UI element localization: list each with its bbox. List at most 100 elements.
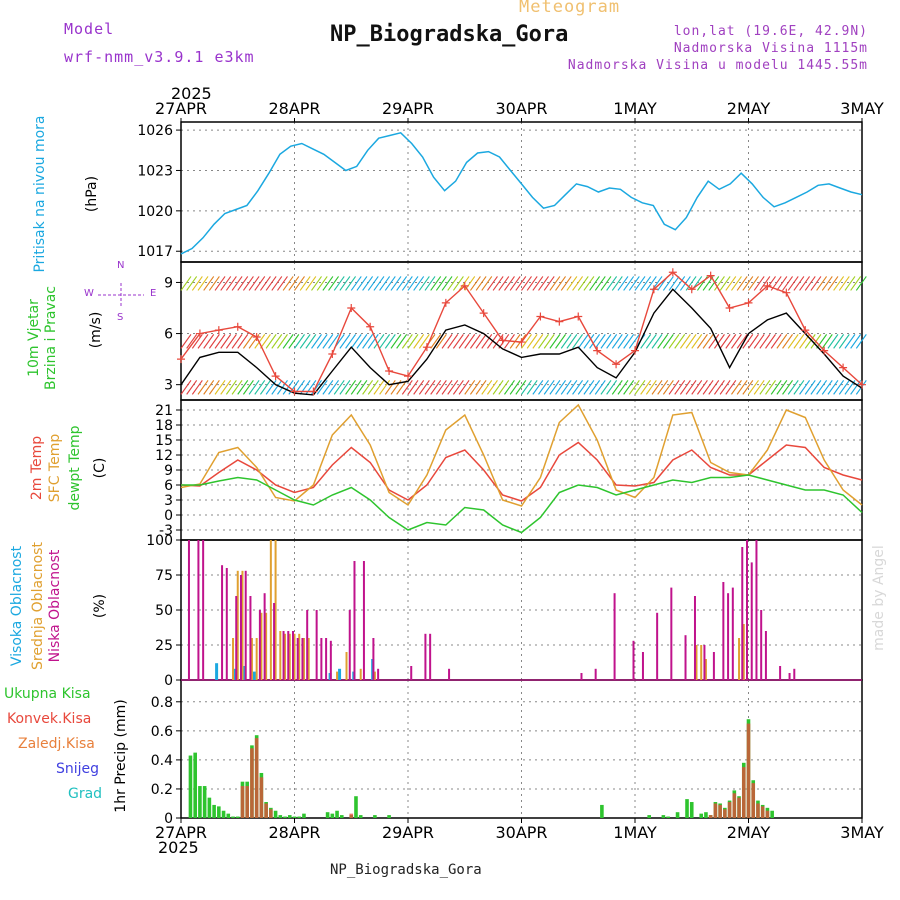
wind-barb (492, 380, 504, 395)
precip-bar-total (221, 810, 226, 818)
temp-line-2m (180, 441, 863, 502)
wind-barb (339, 276, 351, 291)
wind-barb (396, 334, 408, 349)
precip-bar-conv (245, 786, 250, 818)
wind-barb (714, 380, 725, 395)
wind-barb (714, 334, 725, 349)
cloud-bar-low (764, 631, 767, 680)
cloud-bar-low (722, 582, 725, 680)
wind-barb (418, 380, 430, 395)
wind-obs-point (214, 326, 223, 335)
year-label-top: 2025 (171, 84, 212, 103)
wind-obs-point (763, 281, 772, 290)
x-tick-label-bottom: 3MAY (840, 823, 884, 842)
wind-barb (328, 334, 339, 349)
wind-barb (492, 276, 504, 291)
wind-barb (180, 380, 192, 395)
precip-ytick-label: 0.2 (151, 782, 173, 798)
cloud-bar-low (424, 633, 427, 680)
cloud-bar-low (221, 565, 224, 680)
wind-barb (231, 276, 243, 291)
pressure-ytick-label: 1023 (137, 163, 173, 179)
wind-obs-point (668, 268, 677, 277)
wind-barb (362, 380, 374, 395)
cloud-bar-low (746, 540, 748, 680)
precip-bar-total (217, 806, 221, 818)
wind-barb (674, 334, 686, 349)
cloud-bar-low (580, 673, 583, 680)
wind-barb (555, 334, 566, 349)
wind-barb (350, 380, 362, 395)
wind-obs-point (460, 281, 469, 290)
wind-barb (407, 380, 419, 395)
wind-barb (373, 380, 385, 395)
wind-obs-point (290, 387, 299, 396)
wind-barb (827, 380, 839, 395)
wind-barb (475, 334, 487, 349)
wind-barb (350, 276, 362, 291)
cloud-bar-mid (298, 633, 301, 680)
wind-barb (282, 380, 294, 395)
wind-barb (288, 334, 300, 349)
wind-barb (220, 276, 232, 291)
pressure-line (180, 131, 863, 255)
wind-barb (736, 276, 748, 291)
wind-title-line2: Brzina i Pravac (43, 286, 59, 390)
wind-barb (231, 334, 243, 349)
temperature-ytick-label: 21 (155, 403, 173, 419)
wind-barb (708, 276, 720, 291)
precip-bar-conv (756, 803, 760, 818)
wind-obs-point (782, 288, 791, 297)
wind-barb (424, 276, 436, 291)
wind-barb (645, 334, 657, 349)
wind-barb (248, 276, 260, 291)
wind-barb (328, 276, 339, 291)
wind-barb (203, 334, 215, 349)
cloud-low-label: Niska Oblacnost (47, 549, 63, 663)
wind-barb (662, 334, 674, 349)
wind-barb (611, 380, 623, 395)
wind-barb (560, 276, 572, 291)
wind-obs-point (839, 363, 848, 372)
wind-barb (668, 380, 680, 395)
wind-barb (277, 276, 288, 291)
legend-hail: Grad (68, 786, 103, 802)
wind-barb (469, 276, 481, 291)
temperature-ytick-label: 0 (164, 508, 173, 524)
cloud-bar-low (712, 652, 715, 680)
wind-barb (833, 276, 845, 291)
precip-bar-conv (269, 809, 273, 818)
wind-barb (850, 276, 862, 291)
wind-obs-point (612, 360, 621, 369)
wind-barb (396, 380, 408, 395)
cloud-bar-low (225, 568, 228, 680)
precip-bar-total (198, 786, 202, 818)
temperature-ytick-label: 15 (155, 433, 173, 449)
wind-barb (231, 380, 243, 395)
wind-obs-point (385, 367, 394, 376)
wind-barb (549, 380, 561, 395)
wind-barb (725, 334, 737, 349)
wind-barb (208, 334, 220, 349)
wind-barb (668, 276, 680, 291)
wind-barb (186, 276, 198, 291)
cloud-bar-low (292, 631, 294, 680)
wind-barb (770, 334, 782, 349)
wind-barb (742, 276, 754, 291)
wind-barb (855, 276, 867, 291)
wind-barb (452, 276, 464, 291)
wind-barb (356, 334, 368, 349)
cloud-bar-mid (695, 645, 698, 680)
wind-barb (384, 334, 396, 349)
wind-barb (242, 380, 254, 395)
clouds-ytick-label: 50 (155, 603, 173, 619)
precip-unit: 1hr Precip (mm) (113, 699, 129, 813)
wind-barb (674, 380, 686, 395)
wind-barb (759, 276, 771, 291)
wind-barb (316, 276, 328, 291)
precip-bar-total (273, 810, 278, 818)
precip-bar-total (699, 813, 704, 818)
wind-barb (521, 380, 532, 395)
wind-barb (577, 276, 589, 291)
